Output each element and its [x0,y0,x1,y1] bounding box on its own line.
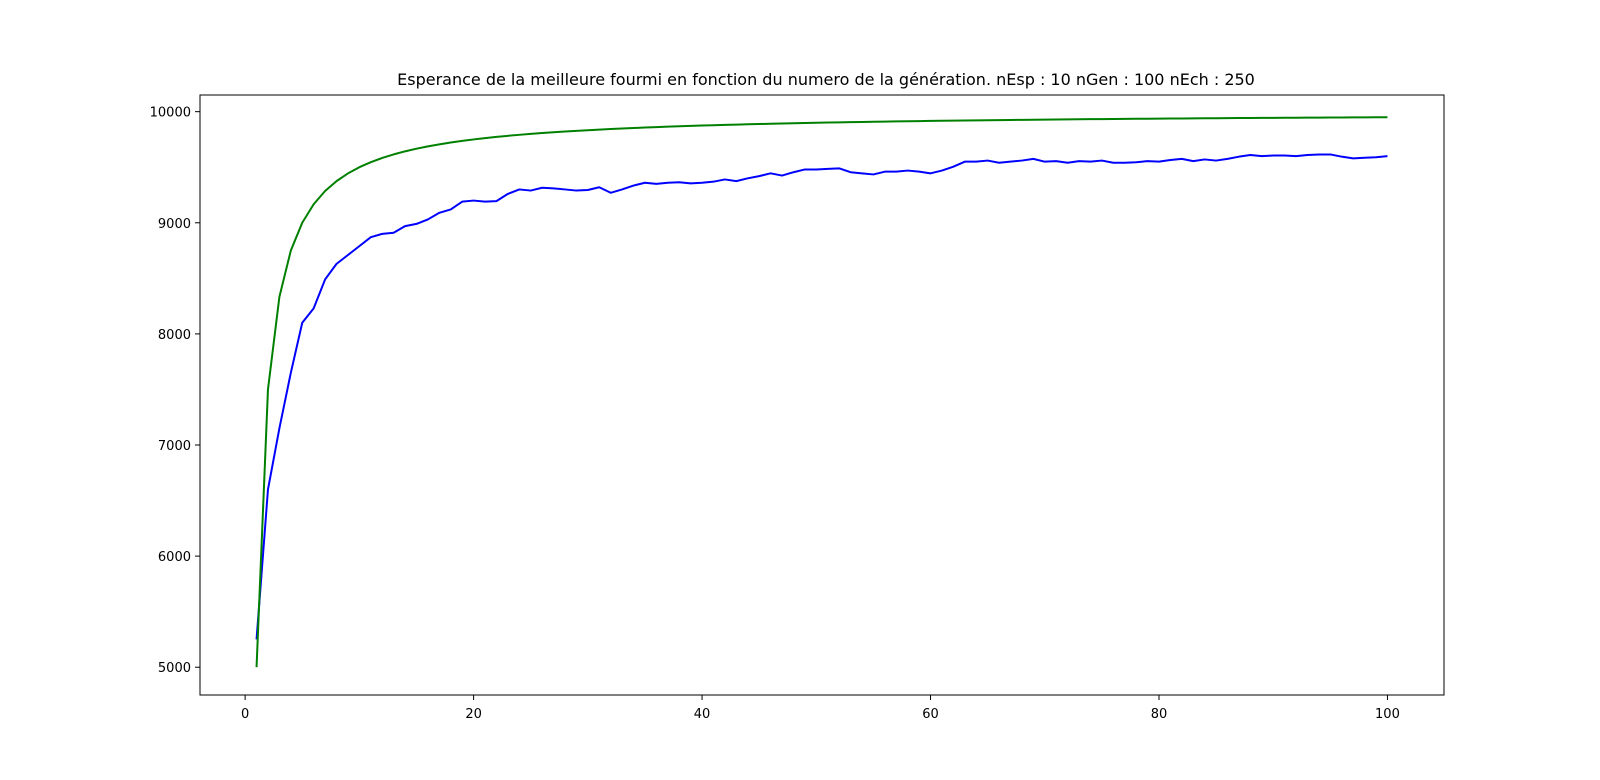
x-tick-label: 0 [241,707,249,722]
y-tick-label: 9000 [158,217,191,232]
x-tick-label: 20 [465,707,482,722]
plot-frame [199,94,1445,696]
x-axis: 0 20 40 60 80 100 [241,695,1400,722]
y-tick-label: 5000 [158,661,191,676]
y-tick-label: 8000 [158,328,191,343]
y-axis: 5000 6000 7000 8000 9000 10000 [150,106,200,676]
y-tick-label: 6000 [158,550,191,565]
chart-title: Esperance de la meilleure fourmi en fonc… [397,70,1255,89]
series-line-2 [255,116,1388,668]
x-tick-label: 100 [1375,707,1400,722]
x-tick-label: 40 [694,707,711,722]
series-layer [255,116,1388,668]
series-line-1 [255,153,1388,640]
y-tick-label: 10000 [150,106,191,121]
x-tick-label: 80 [1151,707,1168,722]
y-tick-label: 7000 [158,439,191,454]
x-tick-label: 60 [922,707,939,722]
